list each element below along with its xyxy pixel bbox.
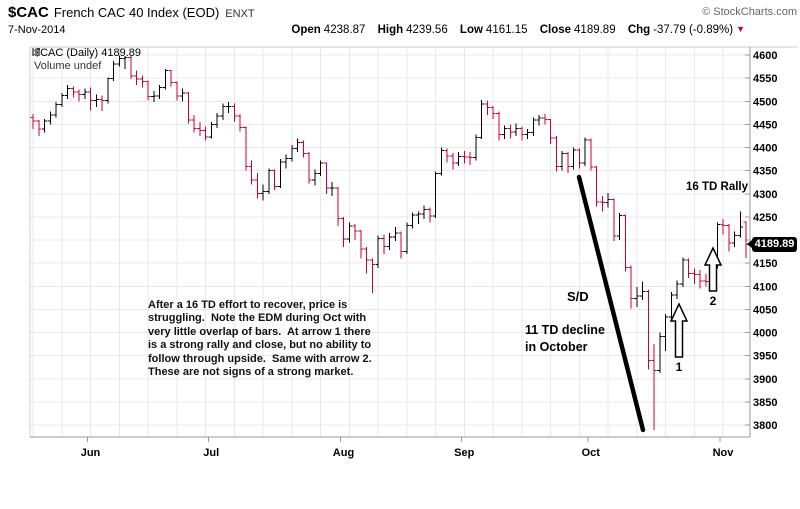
arrow-1-label: 1 [675, 360, 683, 374]
exchange-label: ENXT [225, 8, 255, 20]
low-label: Low [459, 24, 483, 36]
decline-annotation: 11 TD decline in October [525, 323, 605, 354]
volume-legend-label: Volume undef [34, 60, 102, 72]
svg-text:4250: 4250 [753, 212, 777, 224]
svg-text:4500: 4500 [753, 96, 777, 108]
ohlc-quote-row: Open 4238.87 High 4239.56 Low 4161.15 Close… [282, 24, 745, 36]
svg-text:Jun: Jun [81, 447, 101, 459]
svg-text:Aug: Aug [333, 447, 354, 459]
index-name: French CAC 40 Index (EOD) [53, 5, 220, 20]
svg-text:4000: 4000 [753, 328, 777, 340]
plot-legend: $CAC (Daily) 4189.89 Volume undef [31, 47, 141, 73]
svg-text:4600: 4600 [753, 50, 777, 62]
svg-text:4100: 4100 [753, 281, 777, 293]
up-arrow-1 [669, 302, 689, 358]
supply-demand-label: S/D [567, 289, 589, 304]
high-value: 4239.56 [406, 24, 448, 36]
svg-text:3800: 3800 [753, 420, 777, 432]
last-price-tag: 4189.89 [747, 236, 797, 252]
close-value: 4189.89 [574, 24, 616, 36]
chart-title: $CAC French CAC 40 Index (EOD) ENXT [8, 4, 255, 21]
chg-value: -37.79 (-0.89%) [653, 24, 734, 36]
svg-text:4450: 4450 [753, 119, 777, 131]
svg-text:3950: 3950 [753, 351, 777, 363]
svg-text:Nov: Nov [713, 447, 735, 459]
open-value: 4238.87 [323, 24, 366, 36]
annotation-overlay [576, 174, 723, 433]
svg-text:Oct: Oct [582, 447, 601, 459]
arrow-2-label: 2 [709, 294, 717, 308]
svg-text:Sep: Sep [454, 447, 474, 459]
x-axis-labels: Jun Jul Aug Sep Oct Nov [81, 447, 735, 459]
svg-text:4050: 4050 [753, 304, 777, 316]
decline-trendline [576, 174, 646, 433]
analyst-note: After a 16 TD effort to recover, price i… [148, 299, 372, 379]
plot-frame [29, 46, 797, 442]
chart-date: 7-Nov-2014 [8, 24, 66, 36]
rally-annotation: 16 TD Rally [686, 181, 748, 193]
up-arrow-2 [703, 246, 723, 292]
svg-text:4350: 4350 [753, 166, 777, 178]
svg-text:3900: 3900 [753, 374, 777, 386]
stockcharts-credit: © StockCharts.com [702, 6, 797, 18]
svg-text:4400: 4400 [753, 143, 777, 155]
svg-text:Jul: Jul [203, 447, 219, 459]
low-value: 4161.15 [485, 24, 528, 36]
y-axis-labels: 3800 3850 3900 3950 4000 4050 4100 4150 4250 4300… [753, 50, 777, 432]
series-legend-label: $CAC (Daily) 4189.89 [34, 47, 141, 59]
close-label: Close [539, 24, 572, 36]
chg-label: Chg [627, 24, 651, 36]
ohlc-bars [30, 55, 749, 431]
down-triangle-icon: ▼ [736, 24, 745, 34]
svg-text:4300: 4300 [753, 189, 777, 201]
high-label: High [377, 24, 404, 36]
symbol-label: $CAC [8, 4, 49, 21]
svg-text:4550: 4550 [753, 73, 777, 85]
open-label: Open [291, 24, 321, 36]
svg-text:3850: 3850 [753, 397, 777, 409]
svg-text:4150: 4150 [753, 258, 777, 270]
